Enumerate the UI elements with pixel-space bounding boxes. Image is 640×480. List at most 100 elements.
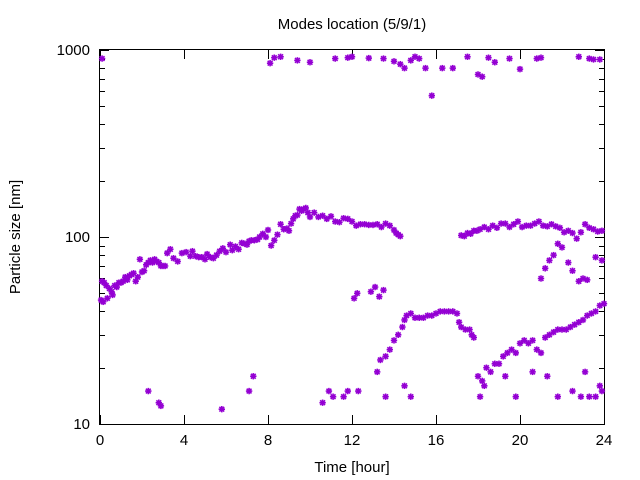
data-point: [516, 65, 524, 73]
data-point: [130, 270, 137, 277]
data-point: [397, 232, 404, 240]
data-point: [512, 393, 519, 400]
data-point: [271, 237, 278, 244]
data-point: [371, 283, 379, 291]
data-point: [294, 211, 301, 219]
data-point: [323, 215, 330, 223]
data-point: [514, 218, 522, 225]
data-point: [592, 253, 599, 261]
data-point: [487, 368, 494, 376]
data-point: [466, 326, 473, 333]
data-point: [167, 246, 174, 253]
data-point: [516, 340, 524, 347]
data-point: [262, 233, 270, 241]
data-point: [348, 53, 356, 60]
data-point: [479, 377, 486, 385]
x-tick-label: 12: [344, 432, 361, 449]
data-point: [422, 64, 429, 72]
data-point: [407, 57, 414, 64]
data-point: [598, 227, 606, 234]
data-point: [390, 337, 398, 344]
data-point: [546, 257, 553, 264]
data-point: [584, 276, 591, 284]
data-point: [439, 64, 446, 72]
data-point: [577, 393, 585, 400]
data-point: [586, 393, 593, 400]
data-point: [428, 92, 435, 99]
data-point: [161, 262, 169, 270]
data-point: [344, 387, 351, 395]
data-point: [104, 295, 111, 302]
data-points: [97, 53, 608, 413]
data-point: [598, 257, 606, 264]
y-tick-label: 10: [73, 416, 90, 433]
x-tick-label: 16: [428, 432, 445, 449]
data-point: [542, 334, 549, 341]
data-point: [458, 232, 465, 239]
data-point: [271, 54, 278, 61]
data-point: [542, 265, 549, 272]
data-point: [98, 55, 106, 62]
data-point: [355, 387, 362, 395]
data-point: [376, 293, 383, 300]
data-point: [336, 218, 343, 226]
data-point: [474, 373, 482, 380]
data-point: [377, 356, 384, 364]
data-point: [575, 278, 582, 285]
data-point: [537, 275, 545, 282]
data-point: [327, 213, 335, 220]
data-point: [354, 290, 361, 297]
x-tick-label: 0: [96, 432, 104, 449]
data-point: [483, 364, 490, 371]
data-point: [374, 368, 381, 376]
data-point: [550, 328, 557, 336]
data-point: [182, 248, 190, 256]
data-point: [449, 64, 456, 72]
data-point: [537, 54, 545, 61]
data-point: [535, 218, 543, 225]
data-point: [493, 224, 501, 231]
data-point: [386, 346, 393, 353]
data-point: [340, 393, 347, 400]
data-point: [416, 55, 423, 62]
x-tick-label: 4: [180, 432, 188, 449]
data-point: [229, 246, 236, 254]
data-point: [401, 64, 408, 72]
data-point: [227, 241, 234, 248]
data-point: [365, 54, 372, 62]
data-point: [539, 222, 547, 229]
data-point: [596, 56, 603, 63]
data-point: [485, 54, 492, 61]
data-point: [266, 59, 274, 67]
data-point: [529, 368, 536, 376]
data-point: [367, 288, 375, 295]
data-point: [556, 224, 564, 231]
data-point: [590, 56, 597, 63]
data-point: [134, 273, 141, 281]
x-tick-label: 8: [264, 432, 272, 449]
data-point: [491, 59, 498, 66]
data-point: [306, 213, 314, 221]
data-point: [554, 393, 561, 400]
data-point: [544, 373, 551, 380]
data-point: [401, 382, 408, 390]
data-point: [374, 221, 381, 228]
y-axis: 10 100 1000: [57, 42, 604, 433]
data-point: [529, 337, 536, 344]
data-point: [277, 53, 284, 60]
data-point: [479, 73, 486, 80]
x-axis-label: Time [hour]: [314, 459, 389, 476]
data-point: [569, 267, 576, 274]
data-point: [348, 218, 356, 225]
data-point: [495, 360, 503, 367]
data-point: [506, 223, 513, 231]
data-point: [329, 393, 337, 400]
data-point: [274, 231, 281, 238]
data-point: [311, 209, 318, 216]
data-point: [109, 291, 116, 299]
data-point: [285, 227, 293, 234]
y-tick-label: 100: [65, 229, 90, 246]
data-point: [235, 246, 242, 253]
data-point: [140, 267, 148, 274]
